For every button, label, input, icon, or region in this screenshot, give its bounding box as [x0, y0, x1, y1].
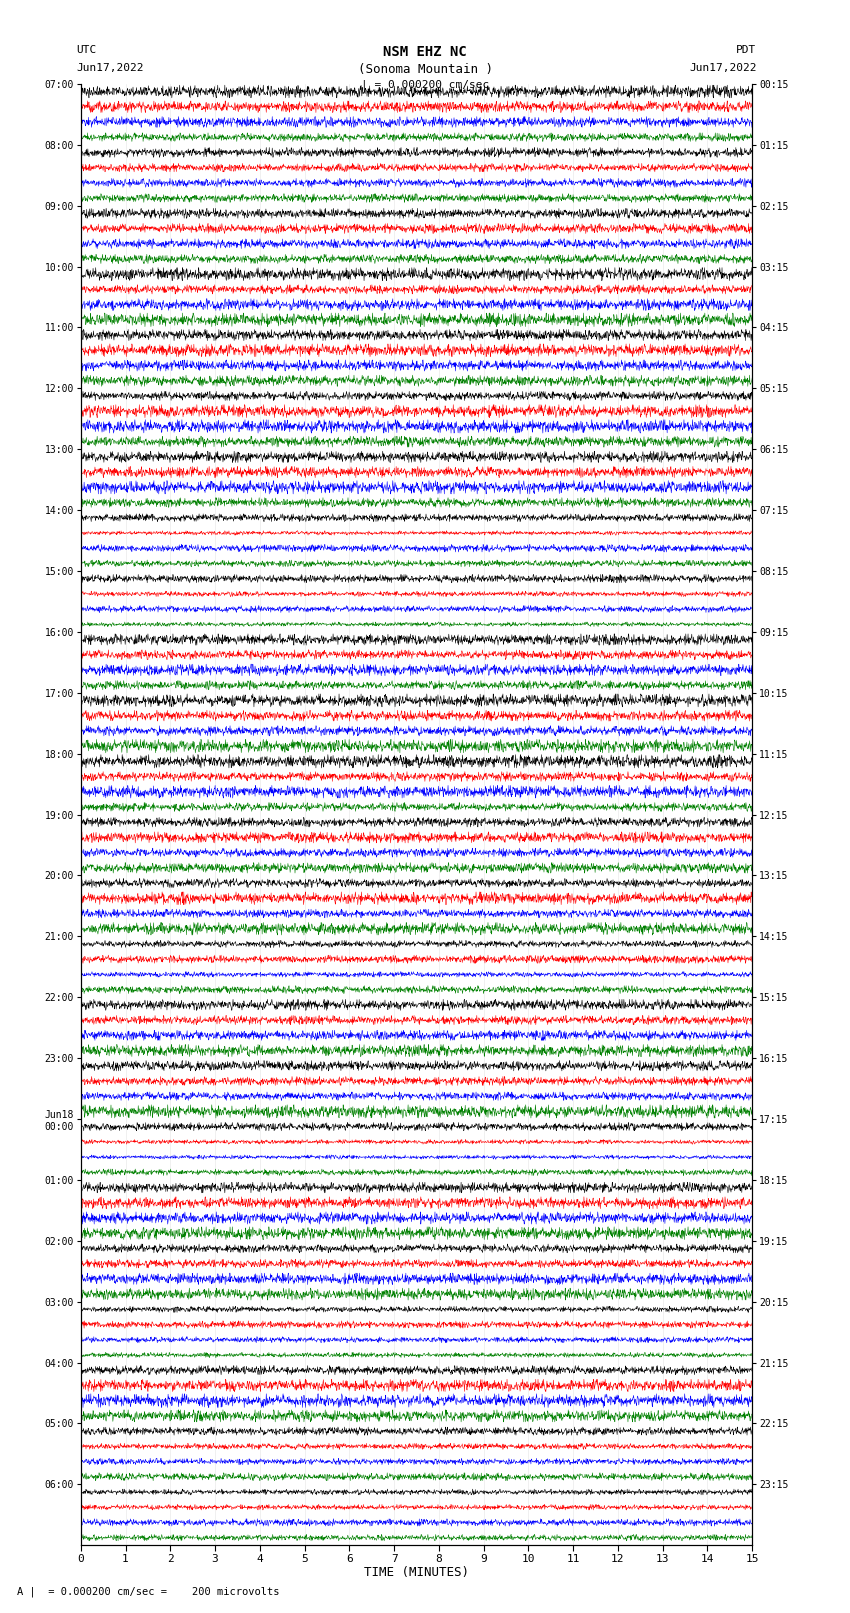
Text: | = 0.000200 cm/sec: | = 0.000200 cm/sec [361, 79, 489, 90]
Text: Jun17,2022: Jun17,2022 [689, 63, 756, 73]
Text: NSM EHZ NC: NSM EHZ NC [383, 45, 467, 60]
Text: (Sonoma Mountain ): (Sonoma Mountain ) [358, 63, 492, 76]
X-axis label: TIME (MINUTES): TIME (MINUTES) [364, 1566, 469, 1579]
Text: UTC: UTC [76, 45, 97, 55]
Text: Jun17,2022: Jun17,2022 [76, 63, 144, 73]
Text: A |  = 0.000200 cm/sec =    200 microvolts: A | = 0.000200 cm/sec = 200 microvolts [17, 1586, 280, 1597]
Text: PDT: PDT [736, 45, 756, 55]
